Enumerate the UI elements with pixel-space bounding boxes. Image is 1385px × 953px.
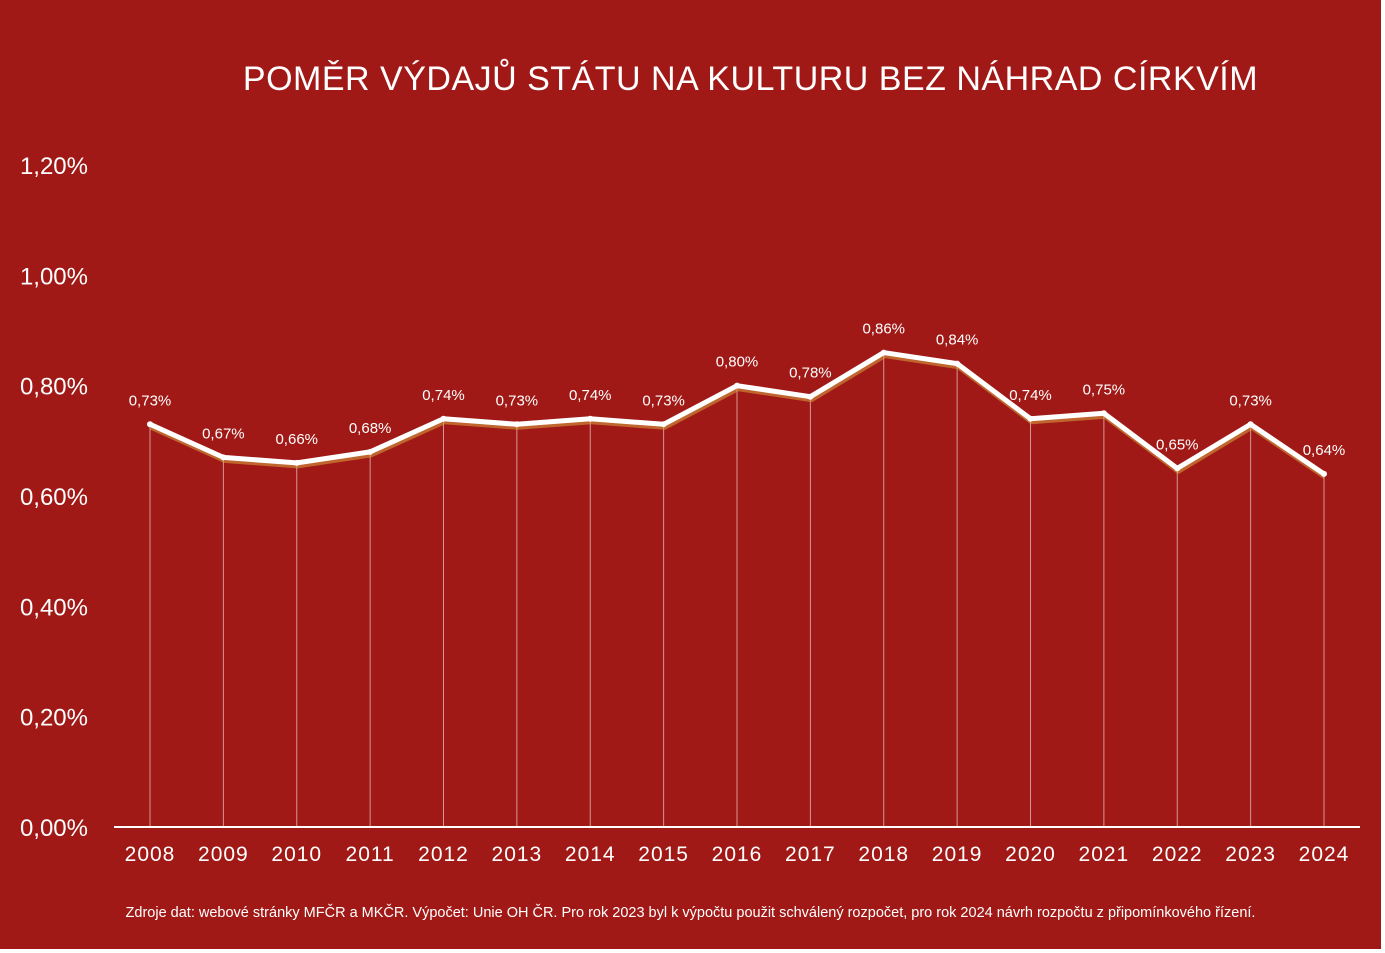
data-point (880, 349, 887, 356)
data-point (587, 415, 594, 422)
data-point (1247, 421, 1254, 428)
x-tick-label: 2019 (932, 843, 983, 866)
data-point (1100, 410, 1107, 417)
data-point (1027, 415, 1034, 422)
data-point (367, 448, 374, 455)
data-label: 0,75% (1083, 381, 1126, 398)
x-tick-label: 2020 (1005, 843, 1056, 866)
x-tick-label: 2023 (1225, 843, 1276, 866)
x-tick-label: 2012 (418, 843, 469, 866)
data-label: 0,64% (1303, 442, 1346, 459)
data-label: 0,67% (202, 425, 245, 442)
y-tick-label: 0,40% (20, 594, 88, 621)
data-label: 0,78% (789, 365, 832, 382)
data-label: 0,86% (862, 321, 905, 338)
y-tick-label: 0,60% (20, 484, 88, 511)
data-label: 0,73% (642, 392, 685, 409)
data-point (1321, 470, 1327, 477)
x-tick-label: 2008 (125, 843, 176, 866)
data-label: 0,80% (716, 354, 759, 371)
x-tick-label: 2010 (271, 843, 322, 866)
data-label: 0,74% (569, 387, 612, 404)
data-point (293, 459, 300, 466)
data-label: 0,65% (1156, 436, 1199, 453)
data-point (1174, 465, 1181, 472)
data-label: 0,68% (349, 420, 392, 437)
x-tick-label: 2021 (1079, 843, 1130, 866)
x-axis: 2008 2009 2010 2011 2012 2013 2014 2015 2016 2017… (125, 843, 1350, 866)
data-point (954, 360, 961, 367)
data-point (220, 454, 227, 461)
x-tick-label: 2017 (785, 843, 836, 866)
data-point (660, 421, 667, 428)
data-point (807, 393, 814, 400)
y-axis: 0,00% 0,20% 0,40% 0,60% 0,80% 1,00% 1,20% (20, 153, 88, 842)
y-tick-label: 0,00% (20, 815, 88, 842)
y-tick-label: 1,20% (20, 153, 88, 180)
data-label: 0,73% (129, 392, 172, 409)
x-tick-label: 2011 (346, 843, 395, 866)
y-tick-label: 0,80% (20, 374, 88, 401)
x-tick-label: 2024 (1299, 843, 1350, 866)
data-label: 0,74% (422, 387, 465, 404)
drop-lines (149, 352, 1325, 827)
x-tick-label: 2016 (712, 843, 763, 866)
source-note: Zdroje dat: webové stránky MFČR a MKČR. … (125, 905, 1256, 921)
x-tick-label: 2013 (492, 843, 543, 866)
x-tick-label: 2015 (638, 843, 689, 866)
data-point (513, 421, 520, 428)
data-label: 0,84% (936, 332, 979, 349)
data-point (734, 382, 740, 389)
data-point (440, 415, 447, 422)
data-label: 0,73% (1229, 392, 1272, 409)
data-label: 0,66% (275, 431, 318, 448)
y-tick-label: 1,00% (20, 263, 88, 290)
x-tick-label: 2009 (198, 843, 249, 866)
x-tick-label: 2014 (565, 843, 616, 866)
data-labels: 0,73% 0,67% 0,66% 0,68% 0,74% 0,73% 0,74% 0,73%… (129, 321, 1346, 459)
data-label: 0,73% (496, 392, 539, 409)
y-tick-label: 0,20% (20, 705, 88, 732)
x-tick-label: 2018 (858, 843, 909, 866)
chart-title: POMĚR VÝDAJŮ STÁTU NA KULTURU BEZ NÁHRAD… (242, 60, 1259, 98)
data-point (147, 421, 153, 428)
x-tick-label: 2022 (1152, 843, 1203, 866)
series-line (147, 349, 1327, 480)
data-label: 0,74% (1009, 387, 1052, 404)
